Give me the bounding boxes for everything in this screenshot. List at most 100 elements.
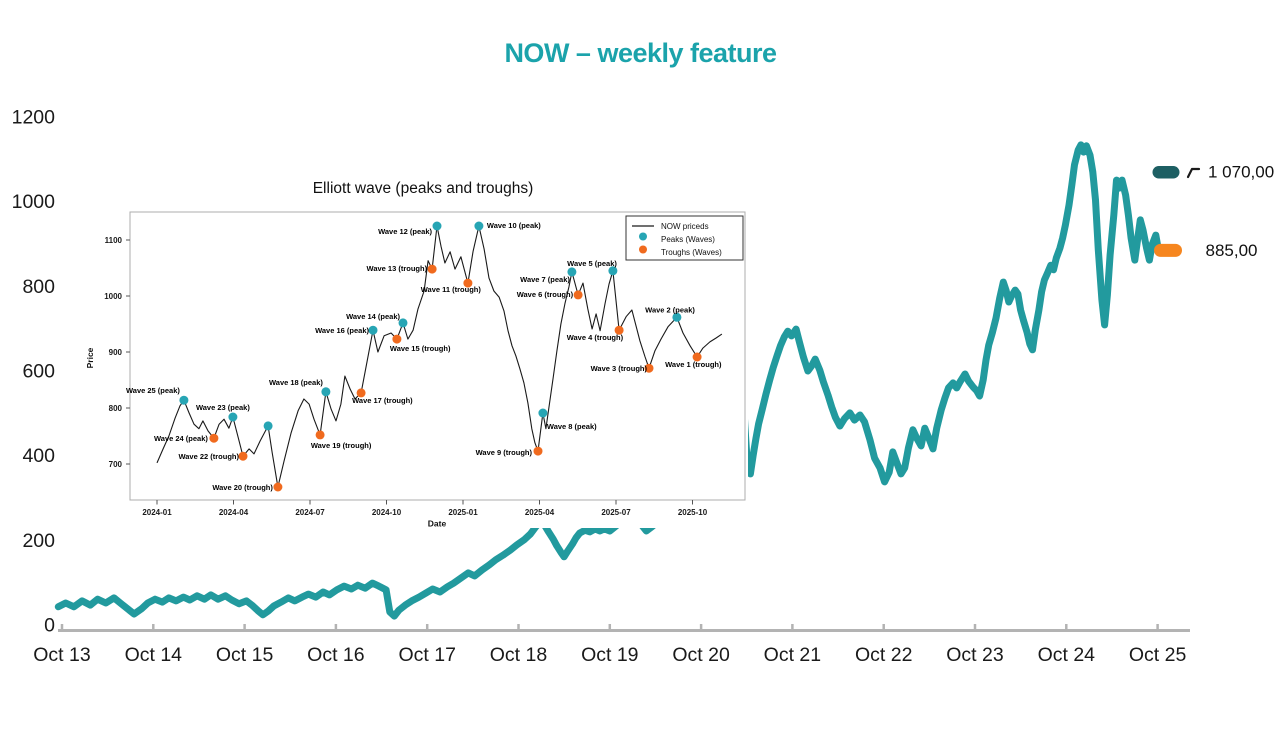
inset-y-tick-label: 900 [109,348,123,357]
x-axis-label: Oct 16 [307,644,364,666]
wave-marker-trough [427,264,437,274]
legend-peak-dot [639,232,647,241]
wave-label: Wave 1 (trough) [665,360,722,369]
wave-marker-peak [567,267,577,277]
wave-marker-peak [474,221,484,231]
x-axis-label: Oct 20 [672,644,730,666]
wave-marker-peak [263,421,273,431]
wave-label: Wave 6 (trough) [517,290,574,299]
wave-label: Wave 13 (trough) [367,264,428,273]
wave-label: Wave 20 (trough) [212,483,273,492]
inset-x-tick-label: 2024-04 [219,508,249,517]
wave-marker-trough [533,446,543,456]
wave-marker-trough [392,334,402,344]
wave-label: Wave 11 (trough) [421,285,482,294]
y-axis-label: 800 [22,276,55,298]
wave-label: Wave 24 (peak) [154,434,208,443]
elliott-wave-line [156,225,723,488]
wave-marker-trough [356,388,366,398]
wave-marker-trough [644,363,654,373]
y-axis-label: 0 [44,615,55,637]
wave-label: Wave 8 (peak) [547,422,597,431]
inset-title: Elliott wave (peaks and troughs) [313,180,534,197]
y-axis-label: 1200 [12,107,56,129]
wave-label: Wave 12 (peak) [378,227,432,236]
wave-marker-trough [573,290,583,300]
legend-label-prices: NOW priceds [661,222,709,231]
inset-x-tick-label: 2025-01 [448,508,478,517]
inset-x-tick-label: 2024-01 [142,508,172,517]
wave-label: Wave 7 (peak) [520,275,570,284]
x-axis-label: Oct 21 [764,644,821,666]
inset-x-tick-label: 2025-04 [525,508,555,517]
wave-label: Wave 25 (peak) [126,386,180,395]
step-up-icon [1186,167,1201,179]
wave-marker-peak [672,312,682,322]
x-axis-label: Oct 23 [946,644,1003,666]
wave-label: Wave 23 (peak) [196,403,250,412]
inset-plot-border [129,211,746,501]
price-line [54,141,1162,620]
legend-trough-dot [639,245,647,254]
x-axis-label: Oct 15 [216,644,274,666]
last-price-label: 885,00 [1206,241,1258,260]
inset-y-tick-label: 800 [109,404,123,413]
wave-marker-peak [321,387,331,397]
wave-marker-trough [692,352,702,362]
elliott-wave-chart: Elliott wave (peaks and troughs) 700 800 90… [85,180,746,529]
inset-y-tick-label: 1000 [104,292,122,301]
wave-label: Wave 19 (trough) [311,441,372,450]
y-axis-label: 1000 [12,191,56,213]
inset-y-tick-label: 1100 [105,236,123,245]
inset-y-tick-label: 700 [109,460,123,469]
inset-x-tick-label: 2025-10 [678,508,708,517]
wave-marker-trough [273,482,283,492]
wave-marker-peak [228,412,238,422]
wave-label: Wave 16 (peak) [315,326,369,335]
wave-label: Wave 22 (trough) [178,452,239,461]
wave-marker-peak [608,266,618,276]
wave-label: Wave 5 (peak) [567,259,617,268]
x-axis-label: Oct 22 [855,644,912,666]
wave-label: Wave 2 (peak) [645,305,695,314]
wave-label: Wave 3 (trough) [591,364,648,373]
elliott-wave-inset-panel: Elliott wave (peaks and troughs) 700 800 90… [85,172,748,528]
x-axis-label: Oct 25 [1129,644,1187,666]
page-title: NOW – weekly feature [504,38,777,68]
inset-x-tick-label: 2025-07 [601,508,631,517]
x-axis-label: Oct 24 [1038,644,1096,666]
wave-marker-trough [463,278,473,288]
inset-y-axis-title: Price [85,347,95,368]
inset-x-tick-label: 2024-10 [372,508,402,517]
wave-marker-peak [368,325,378,335]
wave-label: Wave 4 (trough) [567,333,624,342]
wave-marker-peak [432,221,442,231]
legend-label-peaks: Peaks (Waves) [661,235,715,244]
wave-marker-trough [315,430,325,440]
wave-label: Wave 15 (trough) [390,344,451,353]
inset-x-tick-label: 2024-07 [295,508,325,517]
x-axis-label: Oct 17 [398,644,455,666]
wave-label: Wave 10 (peak) [487,221,541,230]
x-axis-label: Oct 19 [581,644,638,666]
inset-x-axis-title: Date [428,519,447,529]
milestone-pill [1152,166,1180,179]
wave-marker-trough [614,325,624,335]
wave-label: Wave 14 (peak) [346,312,400,321]
wave-marker-peak [538,408,548,418]
wave-marker-trough [209,433,219,443]
y-axis-label: 200 [22,530,55,552]
wave-marker-peak [398,318,408,328]
last-price-pill [1154,243,1182,257]
wave-label: Wave 18 (peak) [269,378,323,387]
wave-marker-trough [238,451,248,461]
x-axis-label: Oct 13 [33,644,90,666]
wave-label: Wave 9 (trough) [476,448,533,457]
wave-marker-peak [179,395,189,405]
y-axis-label: 400 [22,445,55,467]
y-axis-label: 600 [22,361,55,383]
legend-label-troughs: Troughs (Waves) [661,248,722,257]
x-axis-label: Oct 14 [125,644,183,666]
